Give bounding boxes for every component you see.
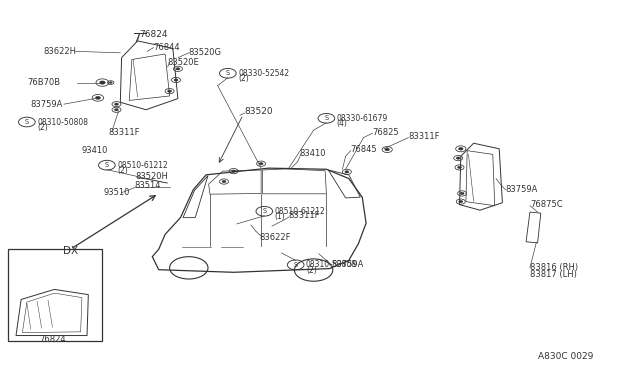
Text: S: S: [226, 70, 230, 76]
Text: (4): (4): [337, 119, 348, 128]
Circle shape: [100, 81, 105, 84]
Text: S: S: [262, 208, 266, 214]
Text: 76824: 76824: [140, 30, 168, 39]
Text: 83520: 83520: [244, 107, 273, 116]
Text: S: S: [324, 115, 328, 121]
Text: 83410: 83410: [300, 149, 326, 158]
Text: 08310-50808: 08310-50808: [37, 118, 88, 126]
Circle shape: [259, 163, 263, 165]
Text: 83817 (LH): 83817 (LH): [530, 270, 577, 279]
Text: 76825: 76825: [372, 128, 399, 137]
Text: 83520G: 83520G: [189, 48, 222, 57]
Text: 08510-61212: 08510-61212: [117, 161, 168, 170]
Text: S: S: [105, 162, 109, 168]
Text: 08330-61679: 08330-61679: [337, 114, 388, 123]
Text: A830C 0029: A830C 0029: [538, 352, 593, 361]
Circle shape: [168, 90, 172, 92]
Circle shape: [458, 147, 463, 150]
Text: 83759A: 83759A: [332, 260, 364, 269]
Text: 83311F: 83311F: [408, 132, 440, 141]
Circle shape: [115, 103, 118, 105]
Circle shape: [176, 68, 180, 70]
Circle shape: [345, 171, 349, 173]
Circle shape: [459, 201, 463, 203]
Circle shape: [115, 109, 118, 111]
Text: 76845: 76845: [351, 145, 378, 154]
Text: 83311F: 83311F: [288, 211, 319, 220]
Text: 83759A: 83759A: [31, 100, 63, 109]
Text: 83759A: 83759A: [506, 185, 538, 194]
Text: (1): (1): [275, 212, 285, 221]
Text: 93410: 93410: [82, 146, 108, 155]
Text: (2): (2): [306, 266, 317, 275]
Circle shape: [458, 166, 461, 169]
Text: S: S: [294, 262, 298, 268]
Text: 08330-52542: 08330-52542: [238, 69, 289, 78]
Text: 93510: 93510: [104, 188, 130, 197]
Circle shape: [95, 96, 100, 99]
Text: 08310-50808: 08310-50808: [306, 260, 357, 269]
Text: 76B70B: 76B70B: [28, 78, 61, 87]
Text: 83622H: 83622H: [44, 47, 77, 56]
Text: 76875C: 76875C: [530, 200, 563, 209]
Text: 76824: 76824: [39, 335, 66, 344]
Text: 08510-61212: 08510-61212: [275, 207, 325, 216]
Circle shape: [460, 192, 464, 195]
Text: 83520H: 83520H: [136, 172, 168, 181]
Text: 83622F: 83622F: [260, 233, 291, 242]
Circle shape: [232, 170, 236, 172]
Circle shape: [174, 79, 178, 81]
Text: 83514: 83514: [134, 182, 161, 190]
Text: 76844: 76844: [154, 43, 180, 52]
Circle shape: [109, 82, 112, 83]
Text: 83816 (RH): 83816 (RH): [530, 263, 578, 272]
Text: (2): (2): [117, 166, 128, 175]
Text: 83311F: 83311F: [109, 128, 140, 137]
Text: (2): (2): [238, 74, 249, 83]
Text: DX: DX: [63, 246, 78, 256]
Text: S: S: [25, 119, 29, 125]
Circle shape: [385, 148, 390, 151]
Circle shape: [222, 180, 226, 183]
Text: (2): (2): [37, 123, 48, 132]
Text: 83520E: 83520E: [168, 58, 200, 67]
Circle shape: [456, 157, 460, 159]
